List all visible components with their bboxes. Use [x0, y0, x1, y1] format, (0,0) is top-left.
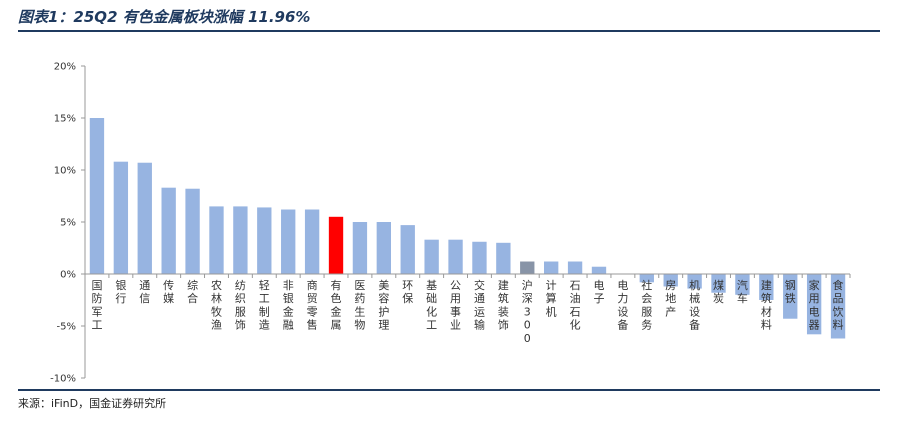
x-axis — [84, 273, 851, 278]
y-tick-label: 15% — [54, 114, 76, 125]
x-category-label: 基础化工 — [426, 279, 437, 332]
x-category-label: 通信 — [139, 279, 150, 305]
x-category-label: 汽车 — [737, 278, 748, 305]
bar — [304, 209, 320, 274]
bar — [113, 161, 129, 274]
bar — [352, 222, 368, 274]
x-category-label: 家用电器 — [809, 278, 820, 332]
x-category-label: 银行 — [115, 278, 126, 305]
bar — [711, 274, 726, 293]
bar — [137, 162, 152, 274]
x-category-label: 传媒 — [163, 279, 174, 305]
y-axis: -10% -5% 0% 5% 10% 15% 20% — [50, 62, 86, 385]
bar — [663, 274, 678, 287]
bar — [281, 209, 296, 274]
x-category-label: 农林牧渔 — [211, 278, 222, 332]
x-category-label: 非银金融 — [283, 279, 294, 332]
x-category-label: 公用事业 — [450, 279, 461, 332]
y-tick-label: -5% — [57, 322, 76, 333]
bar — [400, 225, 415, 274]
bar — [806, 274, 822, 335]
x-category-label: 沪深 3 0 0 — [522, 278, 533, 345]
x-category-label: 交通运输 — [474, 278, 485, 332]
x-category-label: 医药生物 — [354, 279, 365, 332]
footer-divider — [18, 389, 880, 391]
y-tick-label: 20% — [54, 62, 76, 73]
bar — [376, 222, 391, 274]
x-category-label: 食品饮料 — [833, 278, 844, 332]
source-note: 来源：iFinD，国金证券研究所 — [18, 397, 167, 410]
y-tick-label: -10% — [50, 374, 76, 385]
bar — [233, 206, 248, 274]
x-category-label: 计算机 — [546, 279, 557, 318]
bar — [735, 274, 750, 295]
x-category-label: 钢铁 — [785, 279, 796, 305]
title-divider — [18, 30, 880, 32]
bar — [185, 188, 200, 274]
x-category-label: 综合 — [187, 278, 198, 305]
x-category-label: 社会服务 — [641, 278, 652, 332]
bar — [448, 239, 463, 274]
bar — [639, 274, 654, 283]
bar — [496, 242, 511, 274]
y-tick-label: 0% — [60, 270, 76, 281]
bar — [161, 187, 176, 274]
y-tick-label: 5% — [60, 218, 76, 229]
x-category-label: 国防军工 — [91, 279, 102, 332]
x-category-label: 电子 — [593, 279, 604, 305]
bar — [759, 274, 774, 300]
x-category-label: 房地产 — [665, 279, 676, 318]
chart-title: 图表1：25Q2 有色金属板块涨幅 11.96% — [18, 8, 311, 26]
x-category-label: 纺织服饰 — [235, 278, 246, 332]
bar — [257, 207, 272, 274]
bar — [544, 261, 559, 274]
x-category-label: 环保 — [402, 279, 413, 305]
x-category-label: 机械设备 — [689, 278, 700, 332]
bar — [783, 274, 798, 319]
x-category-label: 建筑材料 — [761, 278, 772, 332]
bar — [520, 261, 535, 274]
x-category-label: 商贸零售 — [307, 278, 318, 332]
bar — [89, 118, 105, 274]
x-category-label: 电力设备 — [617, 279, 628, 332]
bar-series — [89, 118, 846, 339]
bar — [328, 216, 344, 274]
bar — [209, 206, 224, 274]
x-category-label: 建筑装饰 — [498, 278, 509, 332]
bar — [830, 274, 846, 339]
x-category-label: 煤炭 — [713, 279, 724, 305]
x-category-label: 石油石化 — [570, 279, 581, 332]
x-category-label: 轻工制造 — [259, 278, 270, 332]
y-tick-label: 10% — [54, 166, 76, 177]
bar — [472, 241, 487, 274]
x-category-label: 美容护理 — [378, 279, 389, 332]
bar — [567, 261, 583, 274]
bar — [424, 239, 439, 274]
x-category-label: 有色金属 — [331, 278, 342, 332]
bar — [687, 274, 702, 289]
bar — [591, 266, 607, 274]
